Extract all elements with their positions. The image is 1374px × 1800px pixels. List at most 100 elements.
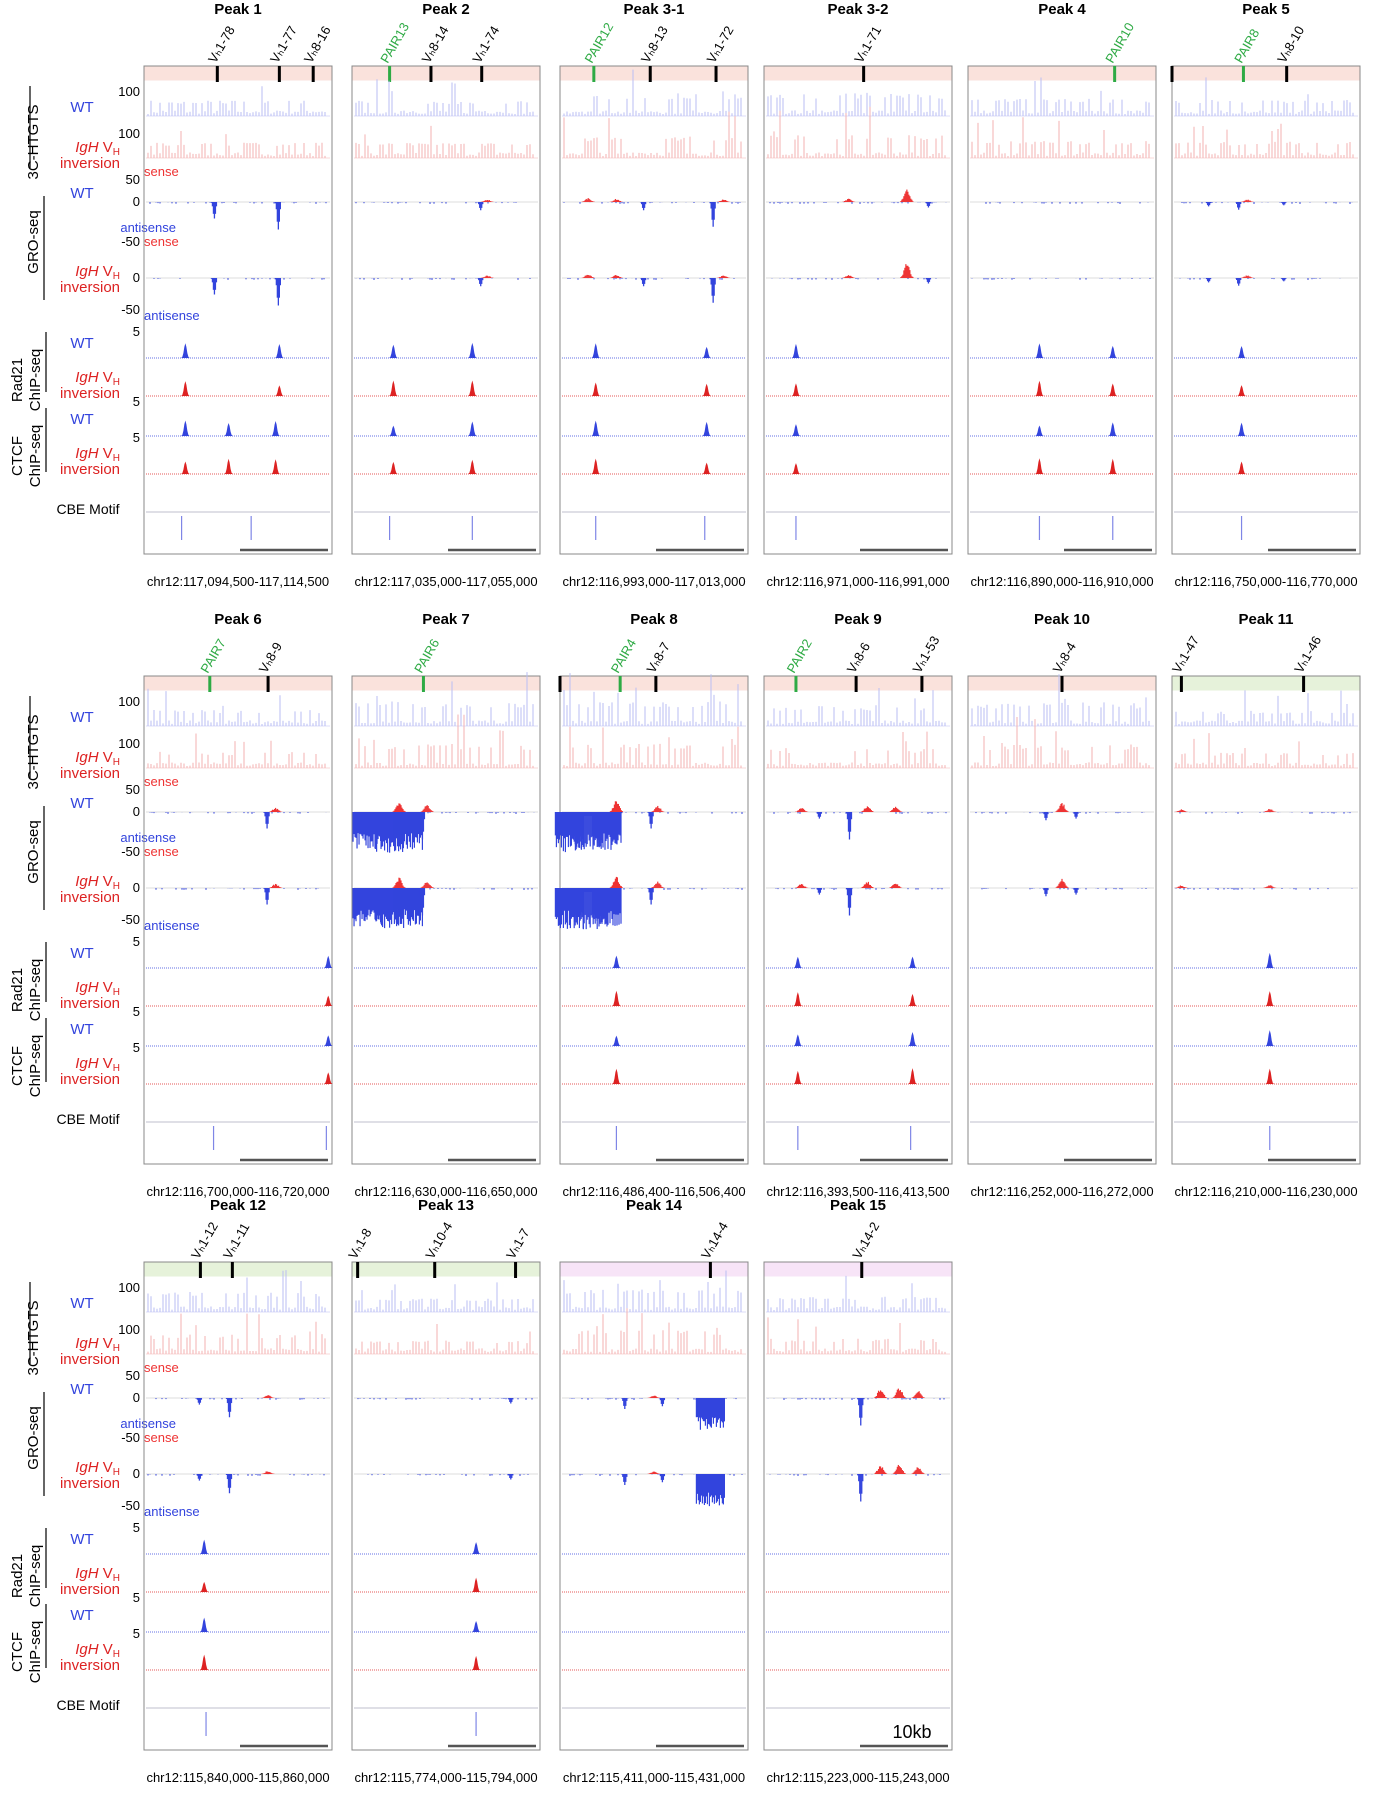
chip-peak [791,1034,804,1046]
igh-inversion-label: IgH VH [75,263,120,282]
axis-5: 5 [133,430,140,445]
panel-title: Peak 1 [214,1,262,18]
wt-label: WT [70,1295,93,1312]
gene-track-bar [144,1262,332,1277]
peak-panel: Peak 1 Vₕ1-78 Vₕ1-77 Vₕ8-16 chr12:117,094,50… [143,1,334,589]
groseq-label: GRO-seq [25,210,42,273]
chip-peak [1263,952,1276,968]
chipseq-label: ChIP-seq [27,1621,44,1684]
gene-tick [198,1262,202,1278]
gene-label: Vₕ8-9 [256,640,285,676]
axis-0: 0 [133,804,140,819]
peak-panel: Peak 2 PAIR13 Vₕ8-14 Vₕ1-74 chr12:117,035,00… [351,1,541,589]
panel-frame [763,65,953,555]
pair-element-tick [421,676,425,692]
chip-peak [198,1617,211,1632]
chip-peak [789,383,802,396]
chip-peak [589,420,602,436]
wt-label: WT [70,795,93,812]
coordinate-label: chr12:115,411,000-115,431,000 [563,1770,745,1785]
pair-element-tick [208,676,212,692]
gene-tick [356,1262,360,1278]
coordinate-label: chr12:116,890,000-116,910,000 [970,574,1153,589]
igh-inversion-label: IgH VH [75,139,120,158]
wt-label: WT [70,1607,93,1624]
chip-peak [1106,345,1119,358]
axis-100: 100 [118,84,140,99]
cbe-motif-label: CBE Motif [56,501,119,517]
chip-peak [906,993,919,1006]
chip-peak [470,1542,483,1554]
panel-frame [967,65,1157,555]
inversion-label: inversion [60,1657,120,1674]
sense-label: sense [144,844,179,859]
chip-peak [179,343,192,358]
inversion-label: inversion [60,889,120,906]
gene-label: Vₕ8-13 [638,23,671,65]
gene-track-bar [764,66,952,81]
chip-peak [589,382,602,396]
coordinate-label: chr12:115,840,000-115,860,000 [146,1770,329,1785]
axis-5: 5 [133,1040,140,1055]
gene-track-bar [560,676,748,691]
coordinate-label: chr12:117,035,000-117,055,000 [354,574,537,589]
peak-panel: Peak 9 PAIR2 Vₕ8-6 Vₕ1-53 chr12:116,393,500-… [763,611,953,1199]
chip-peak [322,1035,335,1046]
panel-title: Peak 9 [834,611,882,628]
scale-label: 10kb [892,1722,931,1742]
chip-peak [198,1654,211,1670]
axis-0: 0 [133,880,140,895]
antisense-label: antisense [120,1416,176,1431]
panel-frame [143,1261,333,1751]
gene-track-bar [352,1262,540,1277]
peak-panel: Peak 6 PAIR7 Vₕ8-9 chr12:116,700,000-116,72… [143,611,335,1199]
coordinate-label: chr12:116,252,000-116,272,000 [970,1184,1153,1199]
chipseq-label: ChIP-seq [27,959,44,1022]
wt-label: WT [70,1021,93,1038]
peak-panel: Peak 5 PAIR8 Vₕ8-10 chr12:116,750,000-116,7… [1170,1,1361,589]
gene-tick [311,66,315,82]
coordinate-label: chr12:116,993,000-117,013,000 [562,574,745,589]
axis-0: 0 [133,1390,140,1405]
chip-peak [322,1072,335,1084]
pair-element-tick [1241,66,1245,82]
axis-0: 0 [133,270,140,285]
chip-peak [789,343,802,358]
chip-peak [1106,422,1119,436]
igh-inversion-label: IgH VH [75,1641,120,1660]
chip-peak [1235,422,1248,436]
igh-inversion-label: IgH VH [75,749,120,768]
panel-title: Peak 7 [422,611,470,628]
htgts-label: 3C-HTGTS [25,715,42,790]
axis-5: 5 [133,324,140,339]
axis-50: 50 [126,172,140,187]
wt-label: WT [70,1381,93,1398]
sense-label: sense [144,164,179,179]
coordinate-label: chr12:116,700,000-116,720,000 [146,1184,329,1199]
wt-label: WT [70,185,93,202]
inversion-label: inversion [60,385,120,402]
chip-peak [322,955,335,968]
igh-inversion-label: IgH VH [75,1565,120,1584]
gene-tick [558,676,562,692]
gene-tick [429,66,433,82]
antisense-label: antisense [144,308,200,323]
chip-peak [610,990,623,1006]
chip-peak [791,992,804,1006]
gene-label: Vₕ1-77 [267,23,300,65]
panel-frame [1171,675,1361,1165]
axis-neg50: -50 [121,1430,140,1445]
gene-tick [230,1262,234,1278]
panel-title: Peak 11 [1238,611,1293,628]
axis-50: 50 [126,1368,140,1383]
igh-inversion-label: IgH VH [75,1055,120,1074]
gene-tick [266,676,270,692]
gene-tick [854,676,858,692]
rad21-label: Rad21 [9,358,26,402]
gene-label: Vₕ1-78 [205,23,238,65]
coordinate-label: chr12:116,971,000-116,991,000 [766,574,949,589]
panel-title: Peak 3-2 [828,1,889,18]
igh-inversion-label: IgH VH [75,445,120,464]
igh-inversion-label: IgH VH [75,873,120,892]
